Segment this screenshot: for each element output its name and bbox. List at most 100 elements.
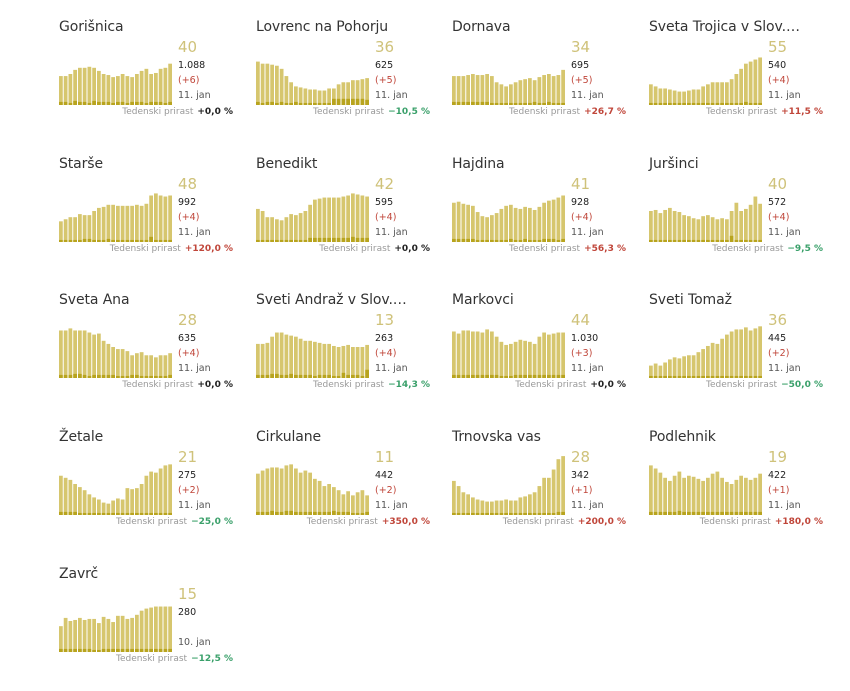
municipality-name: Lovrenc na Pohorju (256, 19, 389, 35)
total-cases-value: 625 (375, 60, 394, 71)
municipality-name: Sveta Ana (59, 292, 130, 308)
active-cases-bar (289, 335, 293, 378)
new-cases-bar (154, 101, 158, 105)
active-cases-bar (729, 79, 734, 105)
new-cases-bar (753, 239, 758, 242)
active-cases-bar (649, 365, 653, 378)
active-cases-bar (144, 68, 149, 105)
active-cases-bar (265, 468, 270, 515)
active-cases-bar (456, 76, 461, 105)
active-cases-bar (696, 219, 701, 242)
total-cases-value: 572 (768, 197, 787, 208)
new-cases-bar (158, 101, 163, 105)
new-cases-bar (135, 512, 139, 515)
new-cases-bar (355, 374, 360, 378)
weekly-growth: Tedenski prirast +120,0 % (110, 244, 233, 254)
active-cases-bar (111, 77, 115, 105)
new-cases-bar (120, 239, 125, 242)
active-cases-bar (135, 353, 139, 378)
municipality-panel: Trnovska vas 28 342 (+1) 11. jan Tedenski pri… (452, 429, 627, 554)
active-cases-bar (687, 355, 691, 378)
new-cases-bar (542, 374, 546, 378)
new-cases-bar (725, 102, 729, 105)
active-cases-bar (734, 202, 739, 242)
new-cases-bar (556, 102, 561, 105)
active-cases-bar (523, 340, 527, 378)
new-cases-bar (256, 511, 260, 515)
new-cases-bar (135, 374, 139, 378)
active-cases-bar (494, 336, 499, 378)
active-cases-bar (475, 331, 480, 378)
active-cases-bar (485, 217, 489, 242)
total-cases-value: 928 (571, 197, 590, 208)
municipality-name: Starše (59, 156, 104, 172)
active-cases-bar (313, 478, 317, 515)
active-cases-bar (355, 492, 360, 515)
new-cases-bar (260, 511, 265, 515)
current-active-value: 44 (571, 311, 591, 329)
active-cases-bar (471, 497, 475, 515)
new-cases-bar (499, 239, 504, 242)
active-cases-bar (547, 334, 551, 378)
new-cases-bar (336, 98, 341, 105)
current-active-value: 42 (375, 175, 395, 193)
new-cases-bar (78, 239, 82, 242)
active-cases-bar (523, 496, 527, 515)
active-cases-bar (734, 74, 739, 105)
active-cases-bar (475, 212, 480, 242)
active-cases-bar (513, 82, 518, 105)
new-cases-bar (351, 512, 355, 515)
new-cases-bar (528, 512, 532, 515)
active-cases-bar (116, 349, 120, 378)
active-cases-bar (672, 357, 677, 378)
weekly-growth-label: Tedenski prirast (502, 517, 574, 527)
active-cases-bar (677, 471, 682, 515)
active-cases-bar (739, 329, 743, 378)
bar-chart (59, 328, 172, 378)
daily-delta-value: (+3) (571, 348, 593, 359)
active-cases-bar (734, 329, 739, 378)
new-cases-bar (97, 649, 101, 652)
new-cases-bar (101, 101, 106, 105)
active-cases-bar (111, 347, 115, 378)
active-cases-bar (551, 469, 556, 515)
weekly-growth-label: Tedenski prirast (319, 244, 391, 254)
active-cases-bar (106, 618, 111, 652)
new-cases-bar (63, 374, 68, 378)
new-cases-bar (317, 374, 322, 378)
new-cases-bar (528, 102, 532, 105)
active-cases-bar (715, 471, 720, 515)
new-cases-bar (284, 374, 289, 378)
new-cases-bar (758, 375, 762, 378)
new-cases-bar (92, 512, 96, 515)
new-cases-bar (744, 511, 748, 515)
total-cases-value: 445 (768, 333, 787, 344)
new-cases-bar (154, 512, 158, 515)
active-cases-bar (490, 76, 494, 105)
new-cases-bar (687, 375, 691, 378)
active-cases-bar (556, 197, 561, 242)
active-cases-bar (317, 90, 322, 105)
new-cases-bar (365, 369, 369, 378)
new-cases-bar (513, 102, 518, 105)
new-cases-bar (82, 374, 87, 378)
active-cases-bar (97, 333, 101, 378)
new-cases-bar (341, 372, 346, 378)
active-cases-bar (144, 608, 149, 652)
active-cases-bar (168, 63, 172, 105)
active-cases-bar (537, 77, 542, 105)
new-cases-bar (168, 239, 172, 242)
new-cases-bar (87, 648, 92, 652)
new-cases-bar (289, 239, 293, 242)
daily-delta-value: (+4) (768, 75, 790, 86)
new-cases-bar (691, 511, 696, 515)
new-cases-bar (551, 102, 556, 105)
active-cases-bar (499, 341, 504, 378)
weekly-growth-label: Tedenski prirast (116, 517, 188, 527)
new-cases-bar (561, 374, 565, 378)
new-cases-bar (351, 236, 355, 242)
new-cases-bar (532, 512, 537, 515)
new-cases-bar (144, 375, 149, 378)
new-cases-bar (672, 511, 677, 515)
new-cases-bar (303, 511, 308, 515)
